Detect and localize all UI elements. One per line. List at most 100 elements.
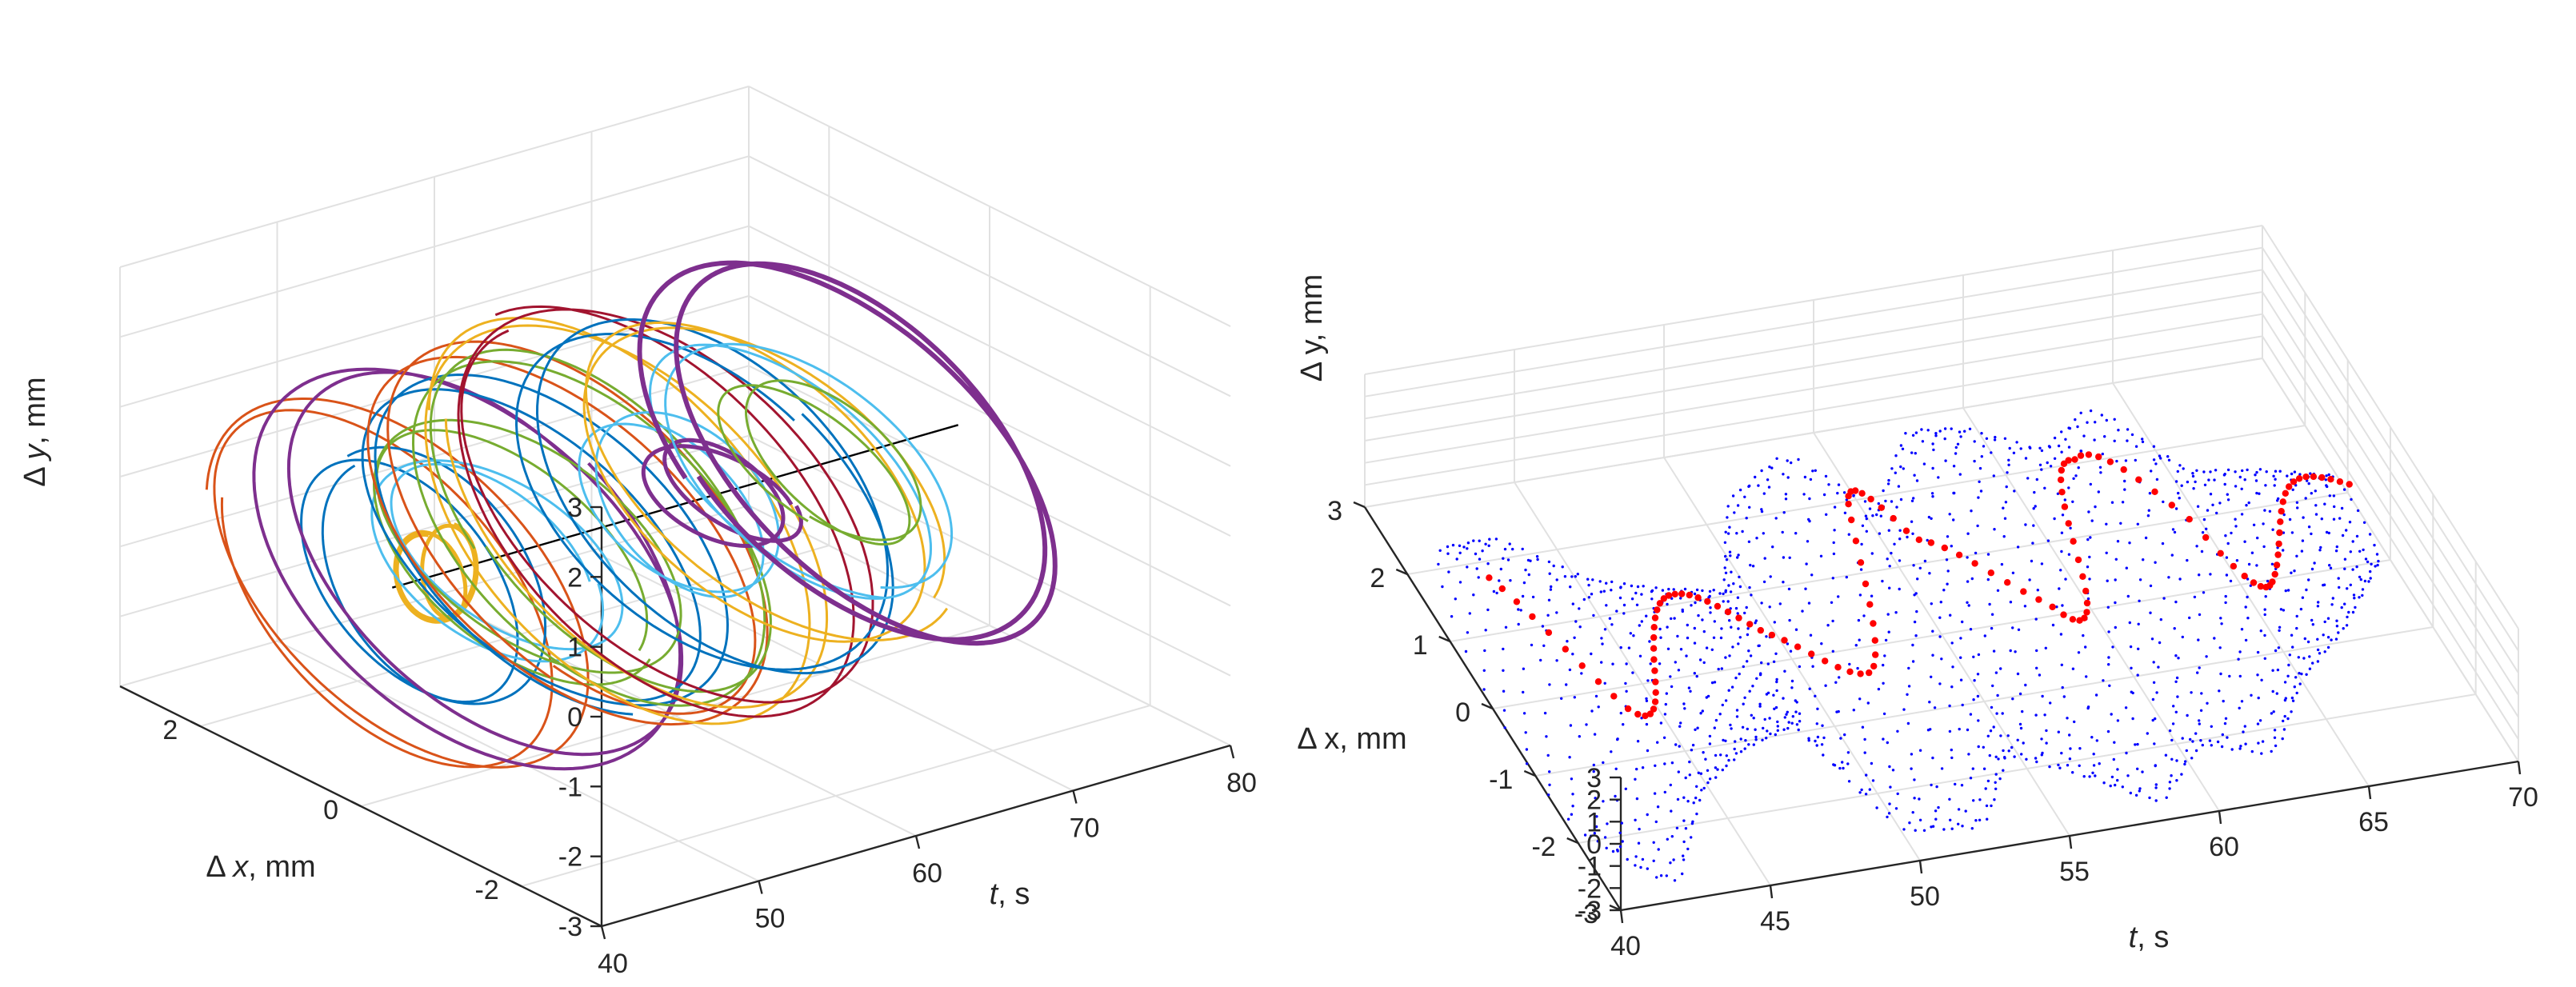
right-cloud-point-956 [1911, 434, 1915, 437]
right-cloud-point-1164 [2053, 517, 2056, 521]
right-cloud-point-1283 [2093, 438, 2096, 442]
right-cloud-point-412 [1710, 648, 1714, 651]
right-cloud-point-1017 [2116, 778, 2119, 782]
right-cloud-point-170 [1690, 836, 1693, 839]
right-cloud-point-1606 [2351, 540, 2354, 543]
right-cloud-point-1207 [2152, 661, 2155, 664]
right-cloud-point-288 [1721, 768, 1724, 772]
right-red-point-4 [1545, 629, 1553, 637]
right-cloud-point-1070 [1993, 528, 1996, 531]
right-red-point-73 [2049, 603, 2056, 610]
right-cloud-point-735 [1972, 799, 1975, 802]
right-cloud-point-102 [1639, 865, 1642, 869]
right-cloud-point-1096 [1990, 451, 1993, 454]
right-cloud-point-192 [1694, 796, 1698, 800]
right-cloud-point-668 [1861, 725, 1865, 729]
right-cloud-point-740 [1858, 638, 1861, 641]
right-cloud-point-834 [1913, 620, 1917, 624]
right-cloud-point-229 [1570, 575, 1574, 578]
right-cloud-point-1182 [2174, 710, 2178, 713]
right-cloud-point-980 [1926, 429, 1930, 432]
right-cloud-point-954 [1915, 479, 1919, 482]
right-cloud-point-1262 [2089, 409, 2093, 413]
right-floor-grid-x-1 [1578, 693, 2476, 844]
right-cloud-point-1456 [2307, 578, 2310, 581]
right-cloud-point-786 [1907, 666, 1910, 670]
right-cloud-point-1496 [2258, 468, 2262, 471]
right-cloud-point-1030 [2006, 471, 2009, 474]
right-cloud-point-333 [1734, 740, 1737, 743]
right-cloud-point-1413 [2308, 667, 2312, 670]
right-red-point-2 [1513, 598, 1521, 605]
right-red-point-103 [2230, 562, 2238, 570]
right-cloud-point-875 [2048, 765, 2051, 769]
right-cloud-point-1588 [2324, 478, 2327, 482]
right-cloud-point-1063 [2154, 783, 2158, 786]
right-cloud-point-1452 [2255, 491, 2258, 495]
right-cloud-point-1379 [2182, 467, 2185, 470]
right-red-point-96 [2120, 466, 2127, 474]
right-cloud-point-112 [1478, 539, 1481, 542]
right-cloud-point-508 [1727, 584, 1730, 587]
left-t-tick-label-1: 50 [755, 904, 786, 934]
right-cloud-point-352 [1705, 646, 1709, 649]
right-cloud-point-1218 [2123, 479, 2126, 483]
right-red-point-29 [1686, 591, 1693, 599]
right-cloud-point-515 [1778, 602, 1782, 605]
right-cloud-point-1537 [2310, 532, 2313, 536]
right-cloud-point-29 [1621, 840, 1624, 843]
right-cloud-point-1050 [1958, 430, 1962, 434]
right-cloud-point-854 [1992, 725, 1995, 729]
right-cloud-point-156 [1517, 608, 1520, 611]
right-cloud-point-1410 [2295, 614, 2298, 618]
right-red-point-16 [1652, 678, 1659, 685]
right-cloud-point-746 [1837, 483, 1841, 486]
right-red-point-126 [2336, 478, 2344, 486]
right-cloud-point-1373 [2209, 573, 2212, 576]
right-cloud-point-603 [1736, 504, 1740, 507]
right-cloud-point-1190 [2048, 446, 2051, 449]
right-cloud-point-59 [1524, 731, 1527, 734]
left-trajectory-17 [717, 379, 922, 545]
right-cloud-point-887 [1899, 465, 1902, 469]
right-cloud-point-1497 [2265, 470, 2268, 474]
right-cloud-point-506 [1746, 633, 1750, 637]
right-cloud-point-1420 [2235, 559, 2239, 562]
right-cloud-point-640 [1942, 828, 1946, 831]
right-cloud-point-48 [1590, 709, 1594, 713]
right-cloud-point-1270 [2260, 678, 2263, 681]
right-cloud-point-1324 [2218, 646, 2222, 649]
right-cloud-point-548 [1847, 780, 1851, 783]
right-cloud-point-1247 [2250, 693, 2253, 697]
right-cloud-point-1076 [2012, 451, 2016, 454]
right-cloud-point-487 [1724, 571, 1728, 574]
right-cloud-point-489 [1738, 575, 1741, 579]
right-cloud-point-1433 [2301, 596, 2305, 599]
right-cloud-point-415 [1694, 601, 1697, 605]
left-trajectory-16 [649, 342, 954, 600]
right-cloud-point-1412 [2308, 655, 2311, 658]
right-cloud-point-1598 [2373, 543, 2376, 547]
right-floor-grid-x-3 [1492, 559, 2391, 709]
right-cloud-point-621 [1839, 737, 1842, 740]
right-cloud-point-791 [1843, 511, 1847, 514]
right-cloud-point-982 [1956, 442, 1960, 446]
right-red-point-11 [1642, 712, 1649, 720]
right-cloud-point-186 [1582, 597, 1586, 601]
right-cloud-point-1495 [2255, 470, 2258, 474]
right-cloud-point-713 [1935, 785, 1938, 789]
right-cloud-point-953 [1927, 515, 1931, 519]
right-cloud-point-0 [1539, 658, 1542, 662]
right-cloud-point-1479 [2313, 561, 2316, 565]
right-cloud-point-1446 [2226, 498, 2230, 501]
right-cloud-point-291 [1691, 743, 1695, 747]
right-cloud-point-1003 [1934, 432, 1938, 435]
right-cloud-point-37 [1482, 669, 1486, 672]
right-cloud-point-504 [1775, 689, 1778, 693]
right-cloud-point-126 [1641, 857, 1645, 861]
right-cloud-point-1254 [2174, 654, 2178, 657]
right-cloud-point-8 [1583, 833, 1587, 837]
right-cloud-point-549 [1832, 763, 1835, 766]
right-cloud-point-1583 [2335, 545, 2338, 549]
left-y-tick-label-5: 2 [567, 562, 582, 593]
